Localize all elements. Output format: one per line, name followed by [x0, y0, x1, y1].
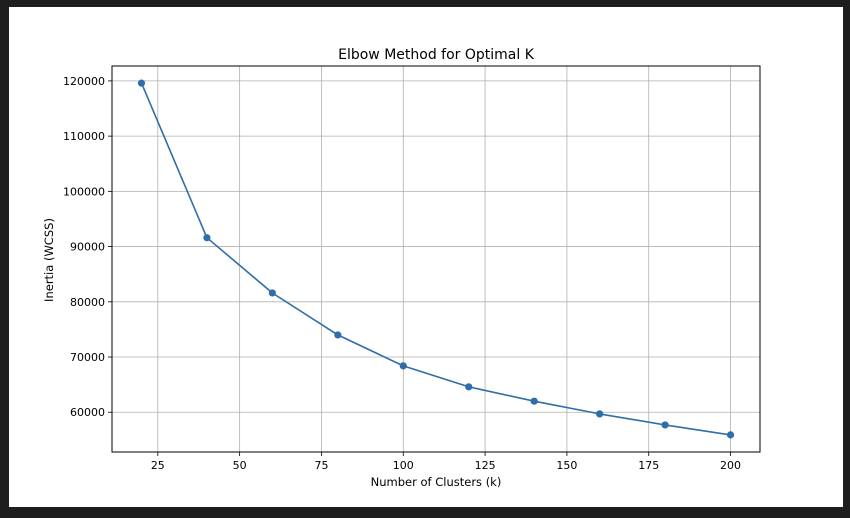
data-point: [399, 362, 407, 370]
plot-frame: [111, 65, 761, 453]
x-tick-label: 200: [720, 459, 741, 472]
data-point: [268, 289, 276, 297]
x-tick-label: 150: [556, 459, 577, 472]
data-point: [726, 431, 735, 439]
y-axis-label: Inertia (WCSS): [42, 218, 56, 302]
x-tick-label: 100: [393, 459, 414, 472]
data-point: [530, 397, 538, 405]
y-tick-label: 60000: [70, 406, 105, 419]
series-line: [140, 82, 731, 436]
series-layer: [137, 79, 735, 439]
y-tick-label: 80000: [70, 296, 105, 309]
data-point: [661, 421, 669, 429]
y-axis-ticks: 60000 70000 80000 90000 100000 110000 120000: [63, 75, 112, 419]
y-tick-label: 70000: [70, 351, 105, 364]
elbow-chart: Elbow Method for Optimal K 25 50 75 100 125 1…: [42, 47, 761, 489]
data-point: [334, 331, 342, 339]
data-point: [137, 79, 146, 87]
y-tick-label: 90000: [70, 241, 105, 254]
grid-layer: [112, 66, 760, 452]
y-tick-label: 120000: [63, 75, 105, 88]
x-axis-label: Number of Clusters (k): [371, 475, 502, 489]
x-tick-label: 75: [314, 459, 328, 472]
x-tick-label: 50: [233, 459, 247, 472]
x-tick-label: 175: [638, 459, 659, 472]
data-point: [203, 234, 211, 242]
data-point: [596, 410, 604, 418]
data-point: [465, 383, 473, 391]
y-tick-label: 110000: [63, 130, 105, 143]
x-axis-ticks: 25 50 75 100 125 150 175 200: [151, 452, 741, 472]
x-tick-label: 25: [151, 459, 165, 472]
chart-title: Elbow Method for Optimal K: [338, 47, 535, 63]
x-tick-label: 125: [475, 459, 496, 472]
y-tick-label: 100000: [63, 185, 105, 198]
figure-frame: Elbow Method for Optimal K 25 50 75 100 125 1…: [9, 7, 843, 507]
